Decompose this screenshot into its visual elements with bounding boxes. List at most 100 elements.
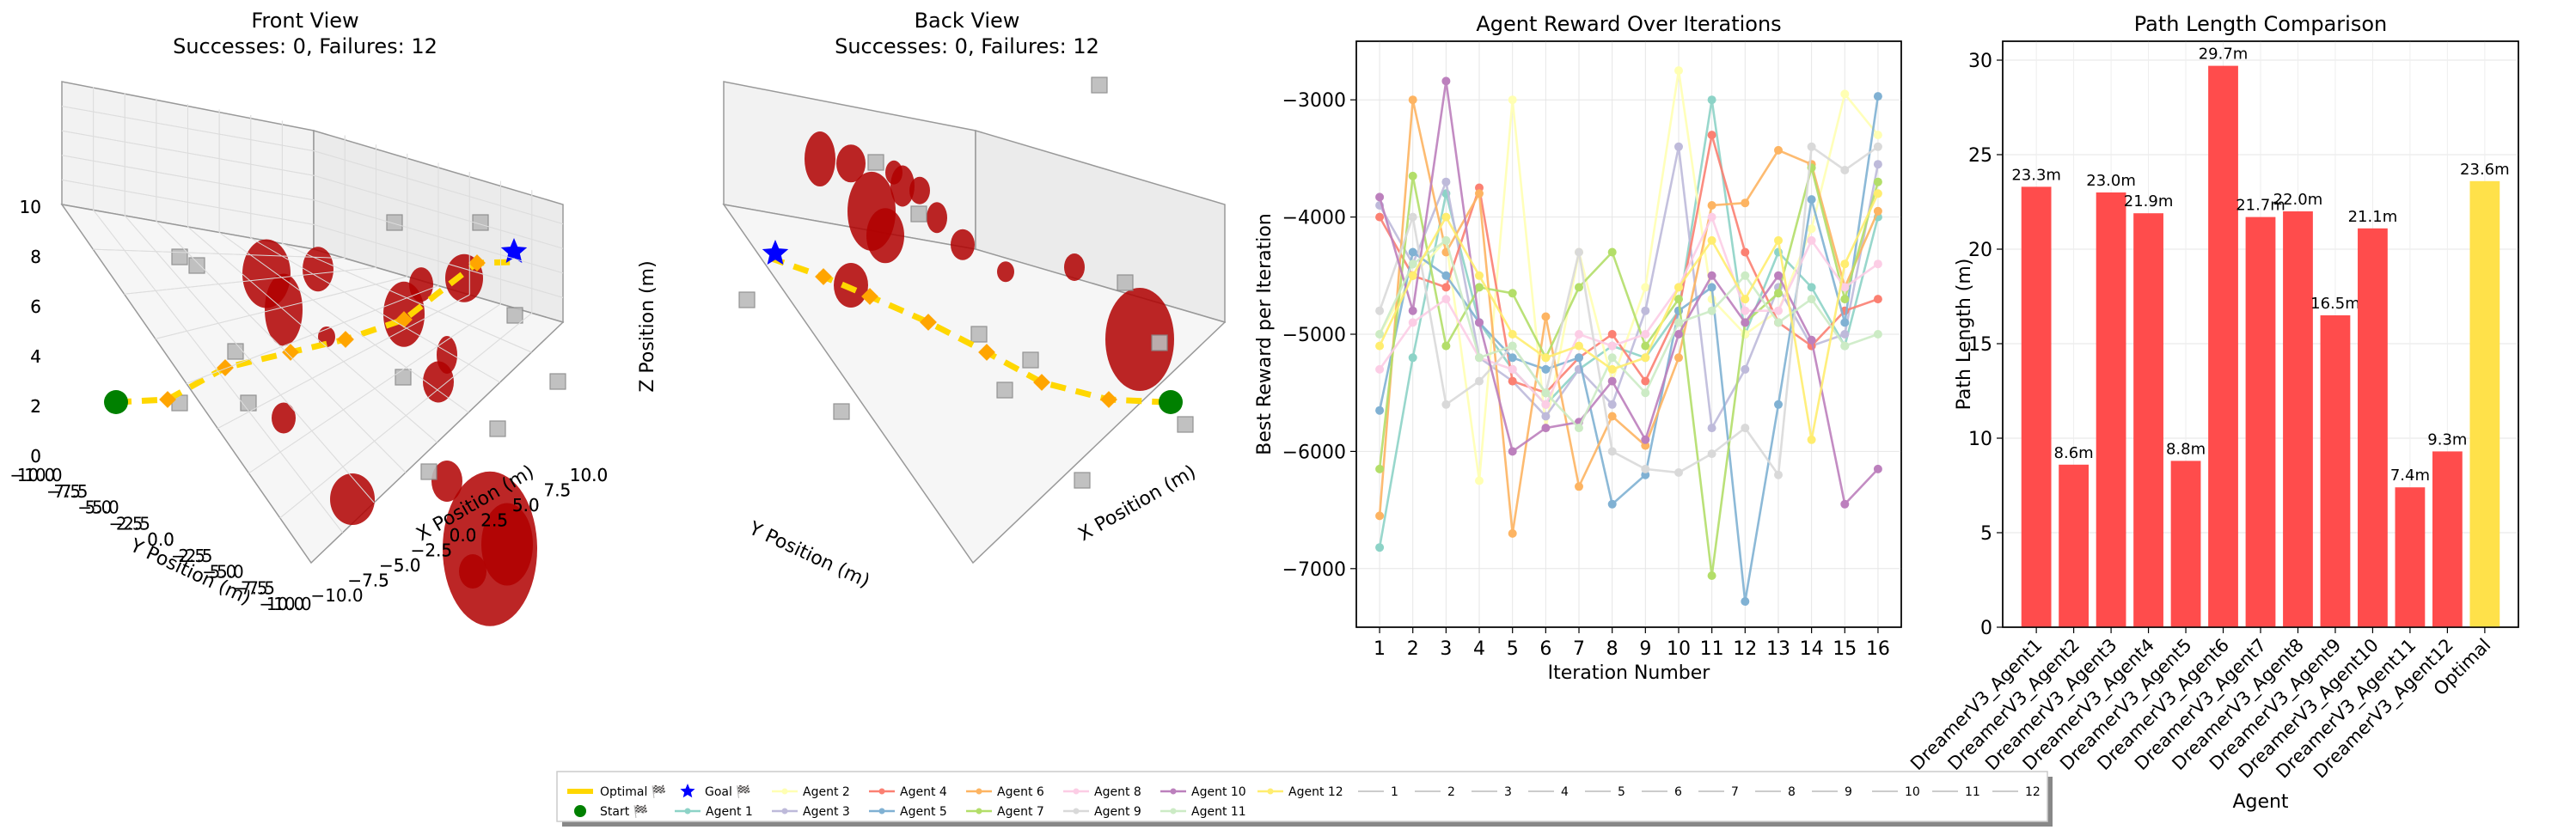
reward-point: [1575, 424, 1583, 433]
reward-x-tick-label: 8: [1606, 638, 1618, 660]
reward-point: [1840, 259, 1850, 269]
reward-point: [1441, 76, 1451, 86]
reward-point: [1873, 259, 1882, 269]
z-tick-label: 2: [30, 396, 41, 417]
back-view-panel: Back View Successes: 0, Failures: 12 0 2 4…: [17, 9, 1227, 614]
bar-value-label: 23.6m: [2460, 161, 2510, 179]
reward-point: [1840, 330, 1850, 339]
bars-y-tick-label: 0: [1980, 618, 1992, 639]
y-tick-label: −7.5: [46, 481, 89, 502]
reward-point: [1774, 400, 1783, 409]
reward-point: [1641, 341, 1650, 351]
obstacle-sphere: [303, 247, 333, 292]
reward-point: [1873, 189, 1882, 198]
bars-y-tick-label: 5: [1980, 523, 1992, 545]
reward-point: [1475, 376, 1484, 386]
reward-point: [1607, 341, 1617, 351]
reward-point: [1707, 201, 1716, 210]
reward-point: [1575, 247, 1583, 257]
z-tick-label: 4: [30, 346, 41, 367]
obstacle-sphere: [1064, 253, 1085, 281]
reward-point: [1873, 330, 1882, 339]
obstacle-cube: [489, 420, 506, 437]
front-ticks: 0246810−10.0−7.5−5.0−2.50.02.55.07.510.0…: [9, 197, 608, 614]
reward-point: [1508, 289, 1517, 298]
reward-point: [1674, 66, 1683, 76]
reward-point: [1707, 271, 1716, 280]
obstacle-cube: [171, 248, 188, 265]
obstacle-cube: [1091, 76, 1108, 94]
bars-y-tick-label: 15: [1968, 334, 1992, 356]
z-tick-label: 8: [30, 247, 41, 267]
legend-agent-label: Agent 4: [900, 785, 947, 799]
x-tick-label: −2.5: [411, 540, 453, 561]
legend-agent-label: Agent 10: [1191, 785, 1246, 799]
y-tick-label: 0.0: [147, 529, 174, 550]
reward-point: [1408, 271, 1417, 280]
obstacle-cube: [472, 214, 489, 231]
bars-frame: [2002, 40, 2519, 628]
reward-lines: [1375, 66, 1882, 606]
reward-y-tick-label: −5000: [1282, 325, 1346, 346]
obstacle-cube: [1117, 274, 1134, 291]
obstacle-cube: [1177, 416, 1194, 433]
reward-point: [1375, 330, 1385, 339]
reward-point: [1840, 89, 1850, 99]
obstacle-sphere: [805, 131, 835, 186]
bar-value-label: 29.7m: [2199, 46, 2249, 64]
reward-point: [1541, 424, 1551, 433]
reward-point: [1641, 464, 1650, 473]
legend-start-swatch: [574, 805, 586, 817]
legend-agent-marker: [878, 808, 885, 815]
reward-point: [1774, 470, 1783, 479]
bar: [2358, 228, 2388, 627]
reward-point: [1541, 364, 1551, 374]
reward-series-line: [1378, 99, 1880, 534]
x-tick-label: 0.0: [450, 525, 477, 546]
reward-point: [1375, 192, 1385, 202]
reward-chart: Agent Reward Over Iterations 1 2 3 4 5 6 7 8 9 10…: [1254, 12, 1902, 684]
bars-y-tick-label: 25: [1968, 145, 1992, 167]
reward-point: [1674, 353, 1683, 363]
back-scene: [738, 76, 1194, 489]
optimal-waypoint: [337, 331, 354, 348]
obstacle-cube: [867, 154, 884, 171]
reward-point: [1441, 341, 1451, 351]
reward-point: [1441, 295, 1451, 304]
y-tick-label: 2.5: [116, 513, 144, 534]
y-tick-label: −5.0: [77, 497, 119, 518]
x-tick-label: 7.5: [543, 480, 571, 501]
reward-point: [1741, 597, 1750, 606]
reward-y-tick-label: −6000: [1282, 442, 1346, 463]
reward-x-tick-label: 1: [1374, 638, 1386, 660]
back-y-label: Y Position (m): [745, 517, 873, 592]
legend-goal-swatch: [680, 784, 695, 798]
obstacle-sphere: [409, 267, 433, 302]
front-view-panel: Front View Successes: 0, Failures: 12 0 2…: [9, 9, 608, 626]
obstacle-sphere: [909, 176, 930, 204]
path-length-chart: Path Length Comparison 23.3m 8.6m 23.0m 21.…: [1906, 12, 2519, 813]
reward-y-tick-label: −4000: [1282, 208, 1346, 229]
reward-x-tick-label: 11: [1700, 638, 1724, 660]
reward-title: Agent Reward Over Iterations: [1476, 12, 1781, 36]
y-tick-label: −2.5: [108, 513, 150, 534]
reward-point: [1774, 318, 1783, 327]
legend-goal-label: Goal 🏁: [705, 784, 751, 799]
obstacle-cube: [910, 205, 927, 223]
legend-agent-label: Agent 9: [1094, 805, 1141, 819]
reward-point: [1575, 283, 1583, 292]
reward-x-tick-label: 14: [1800, 638, 1824, 660]
back-view-title: Back View: [915, 9, 1020, 33]
bar-value-label: 23.0m: [2086, 172, 2136, 190]
obstacle-sphere: [330, 473, 375, 525]
floor-grid-line: [250, 237, 501, 383]
reward-point: [1541, 312, 1551, 321]
legend-agent-marker: [1073, 808, 1080, 815]
obstacle-sphere: [272, 402, 296, 434]
obstacle-cube: [833, 403, 850, 420]
z-tick-label: 6: [30, 296, 41, 317]
obstacle-cube: [970, 326, 988, 343]
optimal-waypoint: [159, 391, 176, 408]
obstacle-cube: [395, 369, 412, 386]
start-marker: [1159, 390, 1183, 414]
